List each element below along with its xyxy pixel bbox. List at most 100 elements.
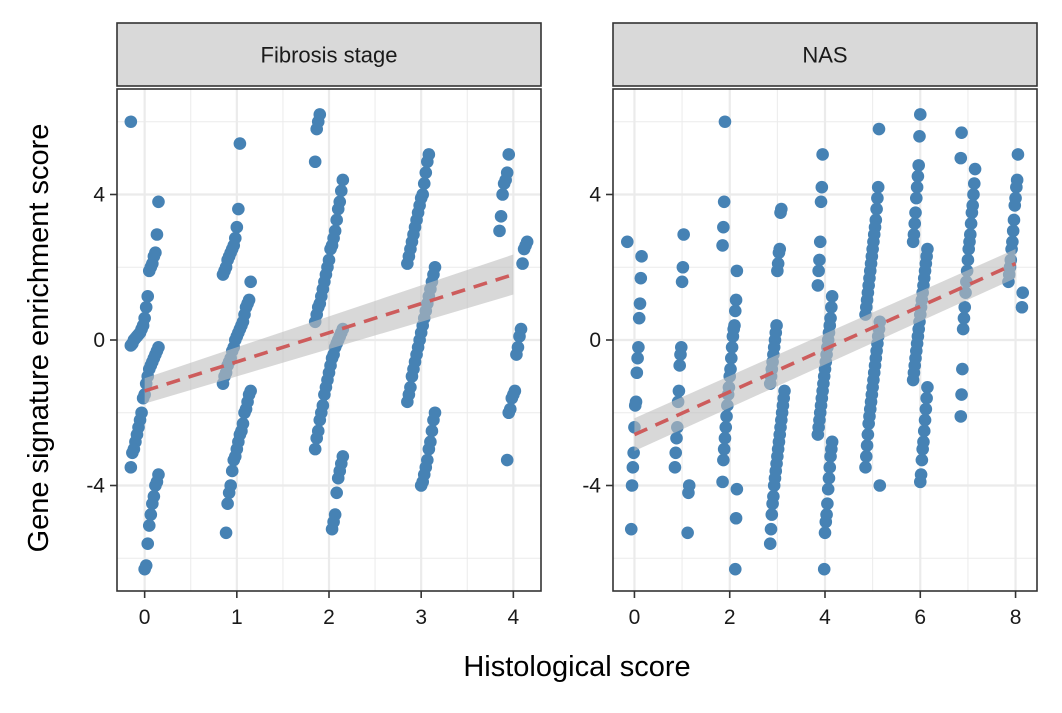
data-point bbox=[729, 293, 743, 307]
data-point bbox=[921, 380, 934, 394]
data-point bbox=[422, 442, 436, 456]
data-point bbox=[718, 431, 732, 445]
data-point bbox=[920, 391, 933, 405]
data-point bbox=[871, 191, 884, 205]
data-point bbox=[497, 177, 511, 190]
data-point bbox=[325, 522, 339, 536]
data-point bbox=[728, 562, 742, 576]
data-point bbox=[421, 155, 434, 169]
data-point bbox=[628, 399, 642, 412]
data-point bbox=[763, 537, 777, 551]
x-tick-label: 4 bbox=[508, 606, 520, 629]
data-point bbox=[913, 108, 927, 121]
data-point bbox=[682, 486, 695, 500]
data-point bbox=[873, 479, 887, 492]
data-point bbox=[238, 406, 251, 420]
data-point bbox=[870, 202, 883, 216]
data-point bbox=[227, 453, 241, 467]
data-point bbox=[681, 526, 694, 540]
data-point bbox=[717, 453, 730, 467]
data-point bbox=[954, 151, 968, 165]
data-point bbox=[915, 453, 929, 467]
data-point bbox=[142, 264, 156, 278]
data-point bbox=[419, 166, 433, 179]
y-tick-label: 0 bbox=[589, 329, 601, 352]
data-point bbox=[676, 260, 690, 274]
data-point bbox=[669, 446, 683, 460]
x-tick-label: 0 bbox=[139, 606, 151, 629]
data-point bbox=[859, 450, 873, 463]
data-point bbox=[917, 424, 931, 438]
data-point bbox=[336, 173, 350, 187]
data-point bbox=[126, 446, 139, 460]
data-point bbox=[141, 537, 155, 551]
data-point bbox=[150, 228, 164, 241]
data-point bbox=[716, 475, 729, 489]
x-tick-label: 2 bbox=[323, 606, 335, 629]
data-point bbox=[318, 388, 331, 401]
data-point bbox=[860, 439, 874, 452]
data-point bbox=[764, 522, 778, 536]
data-point bbox=[632, 311, 646, 325]
data-point bbox=[219, 526, 233, 540]
data-point bbox=[425, 424, 439, 438]
data-point bbox=[720, 410, 733, 423]
data-point bbox=[918, 413, 932, 427]
data-point bbox=[822, 471, 836, 485]
data-point bbox=[815, 180, 829, 194]
data-point bbox=[730, 264, 744, 278]
data-point bbox=[825, 300, 838, 314]
data-point bbox=[957, 311, 971, 325]
data-point bbox=[968, 162, 982, 176]
data-point bbox=[625, 479, 639, 492]
data-point bbox=[146, 497, 159, 510]
data-point bbox=[673, 359, 686, 372]
data-point bbox=[141, 290, 155, 303]
data-point bbox=[1006, 224, 1020, 238]
data-point bbox=[313, 413, 327, 427]
data-point bbox=[767, 479, 781, 492]
data-point bbox=[124, 461, 138, 474]
facet-strip-label: Fibrosis stage bbox=[261, 43, 398, 68]
data-point bbox=[1016, 286, 1030, 300]
y-tick-label: 0 bbox=[93, 329, 105, 352]
data-point bbox=[956, 322, 970, 336]
data-point bbox=[871, 180, 885, 194]
data-point bbox=[1015, 300, 1029, 314]
data-point bbox=[232, 202, 245, 216]
data-point bbox=[674, 348, 687, 361]
trend-line bbox=[633, 261, 1017, 437]
data-point bbox=[634, 271, 648, 285]
data-point bbox=[912, 159, 925, 172]
data-point bbox=[630, 366, 644, 380]
data-point bbox=[811, 428, 825, 441]
data-point bbox=[221, 497, 234, 510]
data-point bbox=[717, 442, 731, 456]
data-point bbox=[766, 497, 779, 510]
data-point bbox=[230, 220, 244, 234]
data-point bbox=[954, 410, 968, 423]
confidence-ribbon bbox=[144, 254, 514, 404]
data-point bbox=[624, 522, 638, 536]
data-point bbox=[677, 228, 690, 241]
data-point bbox=[906, 235, 920, 249]
data-point bbox=[494, 210, 508, 223]
data-point bbox=[813, 253, 826, 267]
data-point bbox=[962, 242, 976, 256]
data-point bbox=[967, 177, 981, 190]
data-point bbox=[861, 428, 875, 441]
x-tick-label: 4 bbox=[819, 606, 831, 629]
data-point bbox=[772, 246, 786, 259]
data-point bbox=[124, 115, 138, 129]
data-point bbox=[233, 137, 247, 150]
data-point bbox=[1008, 199, 1022, 212]
data-point bbox=[872, 122, 886, 136]
data-point bbox=[718, 115, 732, 129]
data-point bbox=[817, 562, 831, 576]
data-point bbox=[149, 479, 162, 492]
data-point bbox=[620, 235, 634, 249]
data-point bbox=[729, 511, 743, 525]
data-point bbox=[909, 206, 922, 219]
